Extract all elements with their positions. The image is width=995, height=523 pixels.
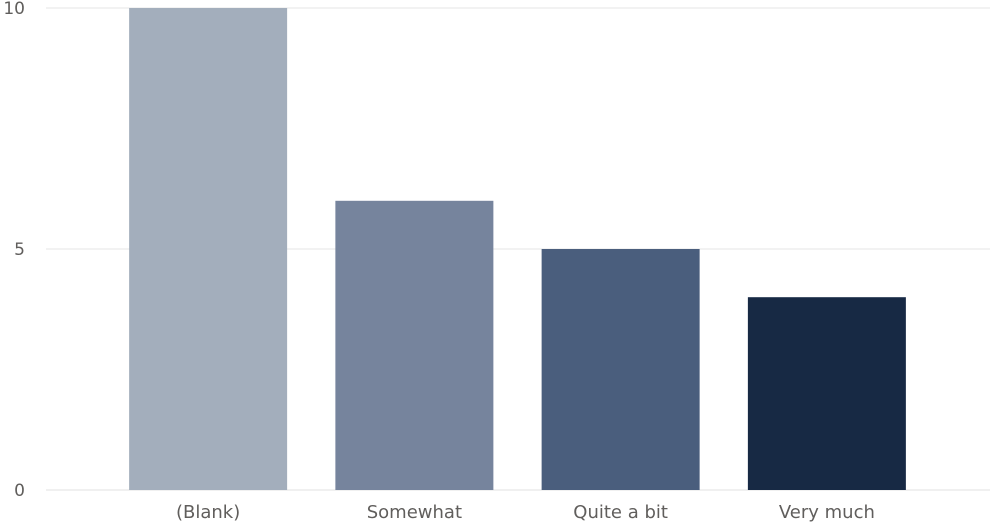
x-category-label: Quite a bit <box>573 502 668 523</box>
x-axis-category-labels: (Blank) Somewhat Quite a bit Very much <box>176 502 875 523</box>
x-category-label: Very much <box>779 502 875 523</box>
y-axis-tick-labels: 0 5 10 <box>3 0 25 501</box>
x-category-label: Somewhat <box>367 502 462 523</box>
bar-somewhat[interactable] <box>335 200 494 491</box>
bar-very-much[interactable] <box>747 297 906 490</box>
y-tick-label: 0 <box>14 481 25 501</box>
y-tick-label: 10 <box>3 0 25 19</box>
bar-blank[interactable] <box>129 8 288 490</box>
bars <box>129 8 906 491</box>
bar-quite-a-bit[interactable] <box>541 249 700 490</box>
y-tick-label: 5 <box>14 240 25 260</box>
x-category-label: (Blank) <box>176 502 240 523</box>
